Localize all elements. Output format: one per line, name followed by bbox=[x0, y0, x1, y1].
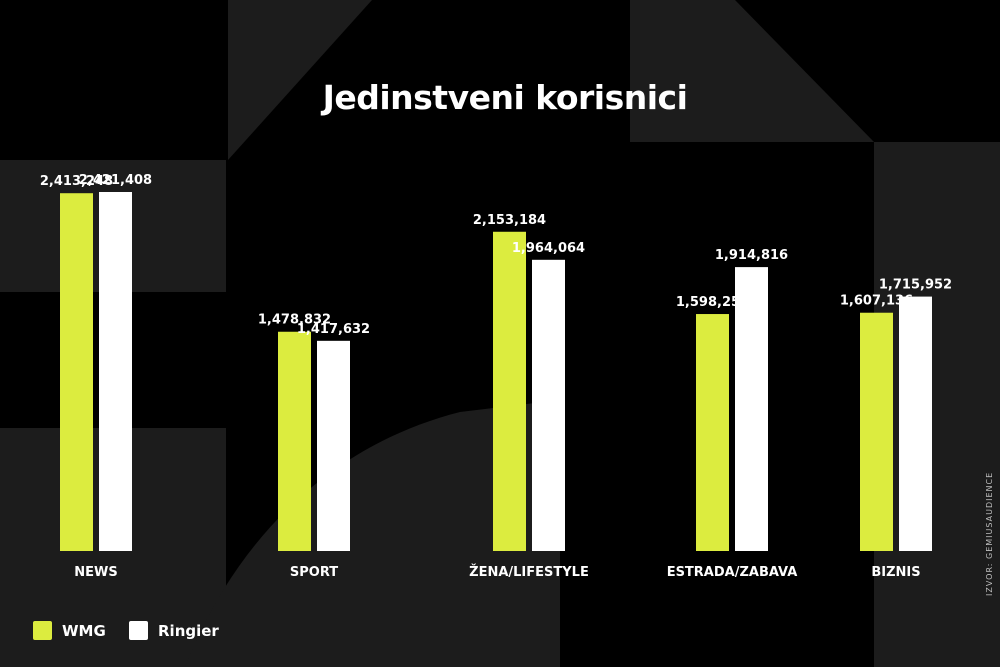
legend-label-ringier: Ringier bbox=[158, 621, 219, 640]
legend-item-ringier: Ringier bbox=[129, 621, 219, 640]
bar-ringier-estrada-zabava bbox=[735, 267, 768, 551]
data-label-ringier-news: 2,421,408 bbox=[79, 173, 152, 188]
source-note: IZVOR: GEMIUSAUDIENCE bbox=[985, 471, 994, 596]
bar-ringier-ena-lifestyle bbox=[532, 259, 565, 551]
bar-ringier-sport bbox=[317, 340, 350, 551]
data-label-ringier-estrada-zabava: 1,914,816 bbox=[715, 248, 788, 263]
bar-wmg-estrada-zabava bbox=[696, 314, 729, 551]
category-label-ena-lifestyle: ŽENA/LIFESTYLE bbox=[469, 564, 589, 580]
data-label-wmg-biznis: 1,607,136 bbox=[840, 294, 913, 309]
category-label-biznis: BIZNIS bbox=[871, 565, 920, 580]
data-label-wmg-estrada-zabava: 1,598,256 bbox=[676, 295, 749, 310]
bar-ringier-biznis bbox=[899, 296, 932, 551]
legend-swatch-wmg bbox=[33, 621, 52, 640]
data-label-ringier-biznis: 1,715,952 bbox=[879, 278, 952, 293]
category-label-estrada-zabava: ESTRADA/ZABAVA bbox=[667, 565, 798, 580]
bar-ringier-news bbox=[99, 192, 132, 551]
legend-label-wmg: WMG bbox=[62, 621, 106, 640]
category-label-news: NEWS bbox=[74, 565, 117, 580]
data-label-wmg-news: 2,413,248 bbox=[40, 174, 113, 189]
bar-wmg-sport bbox=[278, 331, 311, 551]
data-label-wmg-sport: 1,478,832 bbox=[258, 313, 331, 328]
data-label-ringier-ena-lifestyle: 1,964,064 bbox=[512, 241, 585, 256]
bar-wmg-news bbox=[60, 193, 93, 551]
category-label-sport: SPORT bbox=[290, 565, 338, 580]
chart-title: Jedinstveni korisnici bbox=[322, 78, 688, 117]
data-label-wmg-ena-lifestyle: 2,153,184 bbox=[473, 213, 546, 228]
bar-wmg-biznis bbox=[860, 312, 893, 551]
legend-item-wmg: WMG bbox=[33, 621, 106, 640]
legend-swatch-ringier bbox=[129, 621, 148, 640]
bar-wmg-ena-lifestyle bbox=[493, 231, 526, 551]
data-label-ringier-sport: 1,417,632 bbox=[297, 322, 370, 337]
